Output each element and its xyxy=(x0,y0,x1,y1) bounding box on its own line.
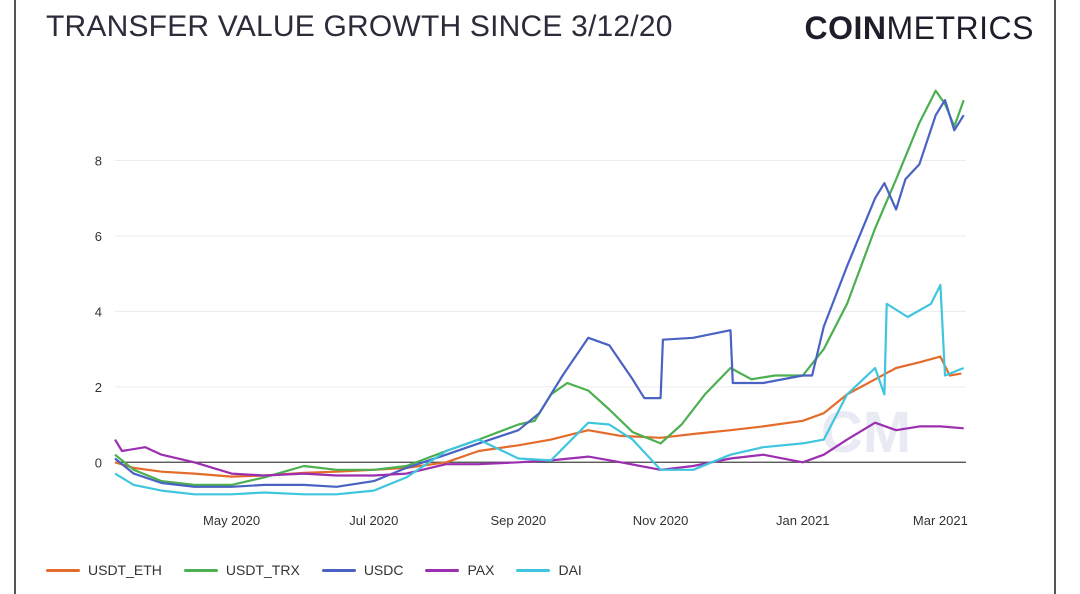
legend-label: PAX xyxy=(467,562,495,578)
legend-item-usdt-eth[interactable]: USDT_ETH xyxy=(46,562,162,578)
legend-label: DAI xyxy=(558,562,582,578)
coinmetrics-logo: COINMETRICS xyxy=(805,10,1035,47)
watermark: CM xyxy=(821,400,911,465)
series-lines xyxy=(114,89,965,496)
legend-item-usdt-trx[interactable]: USDT_TRX xyxy=(183,562,300,578)
series-line-usdc xyxy=(114,98,965,488)
x-tick-label: Nov 2020 xyxy=(633,513,689,528)
y-tick-label: 0 xyxy=(95,455,102,470)
legend-item-dai[interactable]: DAI xyxy=(516,562,582,578)
legend-item-pax[interactable]: PAX xyxy=(425,562,494,578)
legend-swatch xyxy=(321,568,356,572)
y-tick-label: 4 xyxy=(95,304,102,319)
x-tick-label: Jul 2020 xyxy=(349,513,398,528)
y-tick-label: 2 xyxy=(95,380,102,395)
legend-item-usdc[interactable]: USDC xyxy=(321,562,404,578)
x-tick-label: Jan 2021 xyxy=(776,513,830,528)
y-tick-labels: 0 2 4 6 8 xyxy=(95,153,102,470)
chart-frame xyxy=(14,0,1056,594)
x-tick-labels: May 2020 Jul 2020 Sep 2020 Nov 2020 Jan 2021… xyxy=(203,513,968,528)
grid-lines xyxy=(115,159,966,463)
series-line-usdt-trx xyxy=(114,89,965,486)
legend-swatch xyxy=(516,568,551,572)
y-tick-label: 8 xyxy=(95,153,102,168)
series-line-dai xyxy=(114,283,965,496)
legend-swatch xyxy=(46,568,80,572)
legend-label: USDT_TRX xyxy=(225,562,300,578)
logo-light-text: METRICS xyxy=(886,10,1034,46)
chart-title: TRANSFER VALUE GROWTH SINCE 3/12/20 xyxy=(46,10,673,43)
legend-label: USDC xyxy=(363,562,404,578)
legend: USDT_ETH USDT_TRX USDC PAX DAI xyxy=(46,562,582,578)
x-tick-label: May 2020 xyxy=(203,513,260,528)
legend-swatch xyxy=(425,568,460,572)
x-tick-label: Sep 2020 xyxy=(491,513,547,528)
logo-bold-text: COIN xyxy=(804,10,887,46)
legend-swatch xyxy=(183,568,218,572)
y-tick-label: 6 xyxy=(95,229,102,244)
legend-label: USDT_ETH xyxy=(88,562,162,578)
x-tick-label: Mar 2021 xyxy=(913,513,968,528)
